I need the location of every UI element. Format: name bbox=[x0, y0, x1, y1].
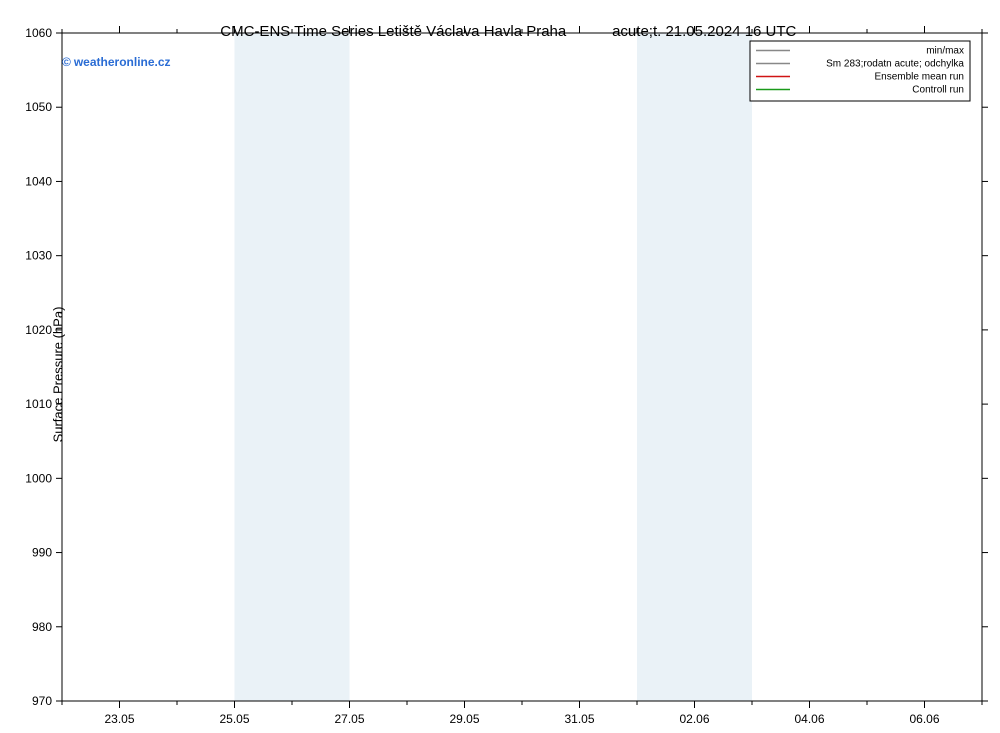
y-tick-label: 1050 bbox=[25, 100, 52, 114]
y-tick-label: 1020 bbox=[25, 323, 52, 337]
x-tick-label: 27.05 bbox=[334, 712, 364, 726]
x-tick-label: 29.05 bbox=[449, 712, 479, 726]
x-tick-label: 04.06 bbox=[794, 712, 824, 726]
copyright-icon: © bbox=[62, 55, 71, 69]
watermark-text: weatheronline.cz bbox=[74, 55, 171, 69]
y-tick-label: 1030 bbox=[25, 249, 52, 263]
y-tick-label: 970 bbox=[32, 694, 52, 708]
y-tick-label: 980 bbox=[32, 620, 52, 634]
x-tick-label: 02.06 bbox=[679, 712, 709, 726]
y-tick-label: 990 bbox=[32, 546, 52, 560]
plot-border bbox=[62, 33, 982, 701]
chart-title: CMC-ENS Time Series Letiště Václava Havl… bbox=[0, 6, 1000, 57]
y-tick-label: 1040 bbox=[25, 174, 52, 188]
x-tick-label: 25.05 bbox=[219, 712, 249, 726]
x-tick-label: 31.05 bbox=[564, 712, 594, 726]
y-tick-label: 1000 bbox=[25, 471, 52, 485]
title-right: acute;t. 21.05.2024 16 UTC bbox=[612, 23, 796, 40]
y-tick-label: 1010 bbox=[25, 397, 52, 411]
title-left: CMC-ENS Time Series Letiště Václava Havl… bbox=[220, 23, 566, 40]
chart-svg: 970980990100010101020103010401050106023.… bbox=[0, 0, 1000, 733]
weekend-band bbox=[637, 33, 752, 701]
legend-label: Sm 283;rodatn acute; odchylka bbox=[826, 58, 964, 69]
y-axis-label: Surface Pressure (hPa) bbox=[50, 306, 65, 442]
weekend-band bbox=[235, 33, 350, 701]
watermark: ©weatheronline.cz bbox=[62, 55, 171, 69]
legend-label: Ensemble mean run bbox=[875, 71, 965, 82]
x-tick-label: 06.06 bbox=[909, 712, 939, 726]
legend-label: Controll run bbox=[912, 84, 964, 95]
chart-container: CMC-ENS Time Series Letiště Václava Havl… bbox=[0, 0, 1000, 733]
x-tick-label: 23.05 bbox=[104, 712, 134, 726]
